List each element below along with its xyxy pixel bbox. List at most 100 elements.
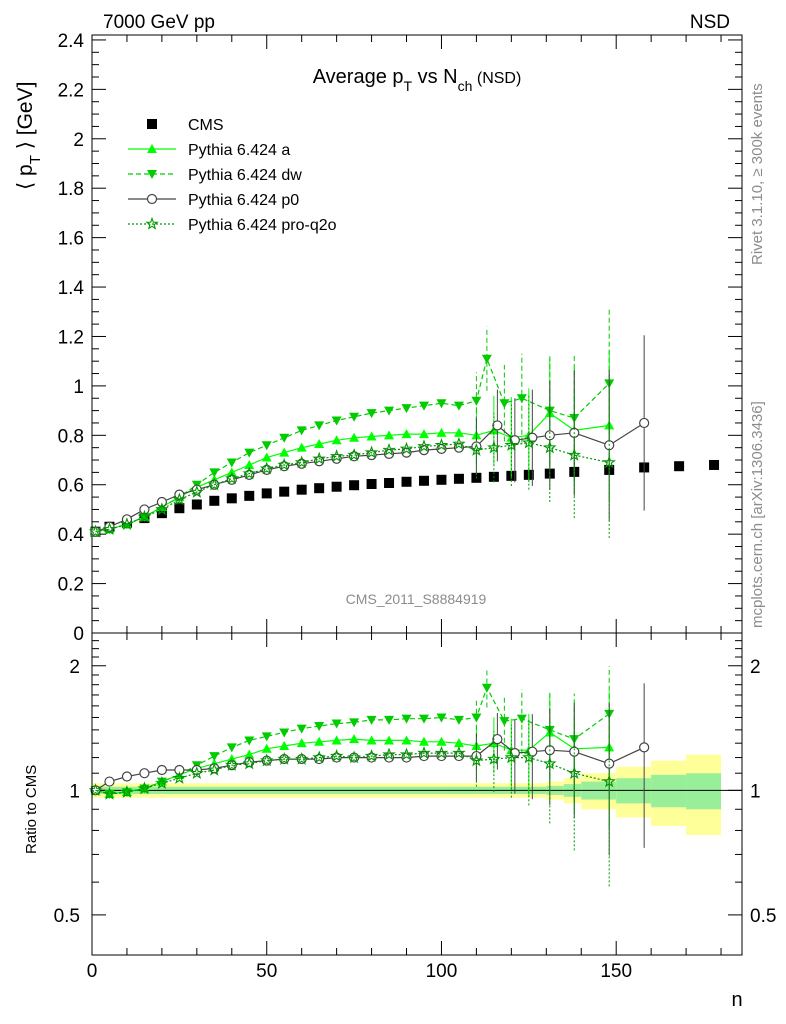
ratio-y-tick-label: 0.5 — [54, 906, 80, 927]
data-point — [279, 447, 290, 457]
data-point — [504, 438, 519, 451]
y-tick-label: 0 — [73, 624, 84, 645]
analysis-watermark: CMS_2011_S8884919 — [346, 591, 487, 607]
ratio-point — [602, 774, 616, 788]
data-point — [349, 480, 360, 491]
data-point — [453, 473, 464, 484]
ratio-point — [296, 738, 307, 748]
ratio-panel: 0.5 0.5 1 1 2 2 0 50 100 150 Ratio to CMS n — [23, 632, 776, 1011]
data-point — [156, 496, 167, 508]
ratio-point — [399, 747, 414, 761]
data-point — [436, 399, 447, 409]
legend-marker — [146, 193, 158, 205]
data-point — [401, 429, 412, 439]
data-point — [331, 481, 342, 492]
data-point — [331, 435, 342, 445]
data-point — [279, 433, 290, 443]
data-point — [516, 394, 527, 404]
ratio-point — [259, 753, 274, 767]
ratio-point — [261, 732, 272, 742]
ratio-line — [95, 752, 610, 795]
ratio-point — [366, 735, 377, 745]
data-point — [436, 474, 447, 485]
legend-marker — [147, 170, 157, 179]
y-tick-label: 1.8 — [58, 179, 84, 200]
data-point — [567, 447, 582, 461]
ratio-line — [95, 686, 610, 795]
ylabel-close: ⟩ [GeV] — [14, 82, 37, 156]
ratio-point — [156, 764, 167, 776]
data-point — [207, 477, 222, 491]
data-point — [544, 430, 555, 441]
data-point — [499, 399, 510, 409]
y-tick-label: 2.4 — [58, 31, 85, 52]
data-point — [453, 427, 464, 437]
ratio-point — [190, 766, 204, 780]
ratio-point — [294, 751, 309, 765]
y-tick-label: 1.2 — [58, 327, 84, 348]
main-series — [88, 308, 720, 538]
ratio-point — [120, 784, 134, 798]
data-point — [384, 430, 395, 440]
data-point — [242, 466, 257, 480]
ratio-point — [522, 750, 536, 764]
legend: CMS Pythia 6.424 a Pythia 6.424 dw Pythia 6… — [128, 117, 337, 234]
ratio-point — [434, 745, 449, 759]
ratio-point — [384, 735, 395, 745]
data-point — [296, 442, 307, 452]
y-tick-label: 1 — [73, 377, 84, 398]
ratio-y-tick-label-right: 1 — [750, 781, 761, 802]
ylabel-open: ⟨ p — [14, 164, 37, 190]
data-point — [88, 524, 103, 538]
data-point — [244, 459, 255, 469]
band-inner — [686, 773, 722, 810]
ratio-point — [312, 750, 326, 764]
ratio-point — [102, 786, 117, 800]
title-main: Average p — [313, 66, 404, 88]
ratio-point — [137, 781, 152, 795]
data-point — [294, 455, 309, 469]
ratio-point — [436, 713, 447, 723]
data-point — [331, 416, 342, 426]
data-point — [487, 440, 501, 454]
ratio-series-pythia-6-424-pro-q2o — [88, 715, 616, 887]
data-point — [418, 401, 429, 411]
ratio-point — [244, 736, 255, 746]
ratio-point — [569, 746, 580, 757]
ratio-point — [174, 764, 185, 776]
mcplots-label: mcplots.cern.ch [arXiv:1306.3436] — [749, 401, 766, 628]
data-point — [399, 441, 414, 455]
y-tick-label: 0.4 — [58, 525, 85, 546]
data-point — [261, 441, 272, 451]
data-point — [401, 404, 412, 414]
data-point — [674, 461, 685, 472]
ratio-point — [436, 736, 447, 746]
ratio-point — [242, 756, 257, 770]
x-tick-label: 150 — [600, 961, 632, 982]
legend-label: Pythia 6.424 p0 — [188, 192, 299, 209]
data-point — [329, 449, 344, 463]
data-point — [349, 412, 360, 422]
data-point — [312, 451, 326, 465]
data-point — [434, 438, 449, 451]
y-tick-label: 0.2 — [58, 575, 84, 596]
ratio-point — [401, 735, 412, 745]
ratio-point — [481, 683, 492, 693]
legend-label: Pythia 6.424 dw — [188, 167, 302, 184]
ratio-y-tick-label-right: 0.5 — [750, 906, 776, 927]
data-point — [481, 354, 492, 364]
ratio-point — [543, 756, 557, 770]
legend-label: CMS — [188, 117, 224, 134]
ratio-point — [364, 748, 379, 762]
ratio-point — [121, 771, 133, 782]
ratio-y-tick-label-right: 2 — [750, 657, 761, 678]
ratio-point — [314, 736, 325, 746]
ratio-point — [244, 749, 255, 759]
data-point — [209, 468, 220, 478]
data-point — [453, 401, 464, 411]
legend-label: Pythia 6.424 a — [188, 142, 290, 159]
data-point — [174, 503, 185, 514]
data-point — [384, 478, 395, 489]
data-point — [244, 448, 255, 458]
ratio-y-tick-label: 2 — [69, 657, 80, 678]
